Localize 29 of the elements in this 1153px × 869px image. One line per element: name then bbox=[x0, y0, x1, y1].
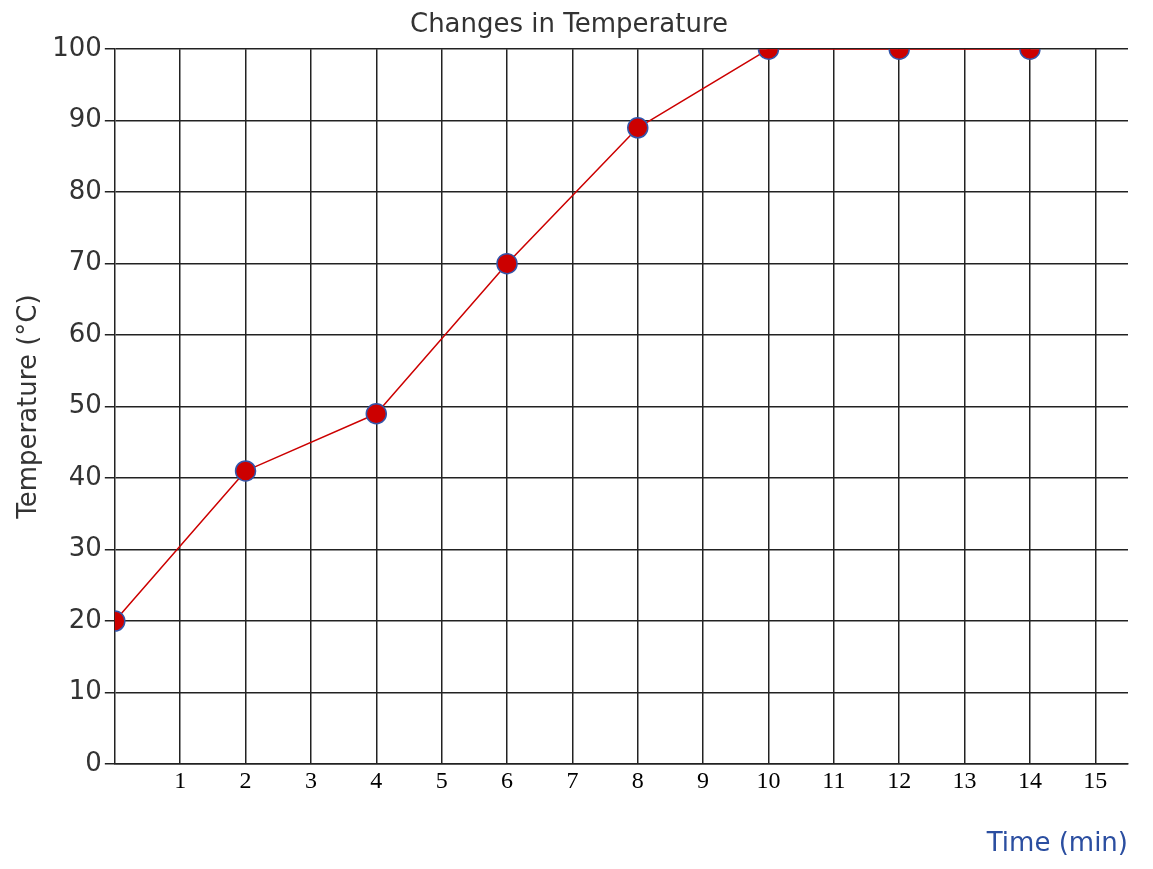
y-tick-label: 100 bbox=[52, 31, 102, 62]
x-tick-label: 4 bbox=[370, 766, 383, 793]
y-tick-label: 90 bbox=[68, 103, 102, 134]
y-tick-label: 50 bbox=[68, 389, 102, 420]
x-tick-label: 1 bbox=[174, 766, 187, 793]
y-tick-label: 40 bbox=[68, 460, 102, 491]
y-tick-label: 0 bbox=[85, 746, 102, 777]
x-tick-label: 12 bbox=[887, 766, 912, 793]
x-tick-label: 6 bbox=[501, 766, 514, 793]
x-axis-title: Time (min) bbox=[985, 827, 1128, 858]
y-tick-label: 70 bbox=[68, 246, 102, 277]
x-tick-label: 14 bbox=[1017, 766, 1042, 793]
x-tick-label: 5 bbox=[435, 766, 448, 793]
x-tick-label: 13 bbox=[952, 766, 977, 793]
x-tick-label: 8 bbox=[631, 766, 644, 793]
y-tick-label: 60 bbox=[68, 317, 102, 348]
x-tick-label: 7 bbox=[566, 766, 579, 793]
x-tick-label: 3 bbox=[304, 766, 317, 793]
y-tick-label: 10 bbox=[68, 675, 102, 706]
x-tick-label: 10 bbox=[756, 766, 781, 793]
y-axis-title: Temperature (°C) bbox=[12, 294, 43, 520]
y-tick-label: 20 bbox=[68, 603, 102, 634]
x-tick-label: 15 bbox=[1083, 766, 1108, 793]
x-tick-label: 2 bbox=[239, 766, 252, 793]
x-tick-label: 11 bbox=[822, 766, 846, 793]
y-tick-label: 80 bbox=[68, 174, 102, 205]
x-tick-label: 9 bbox=[697, 766, 710, 793]
y-tick-label: 30 bbox=[68, 532, 102, 563]
chart-title: Changes in Temperature bbox=[409, 8, 729, 39]
